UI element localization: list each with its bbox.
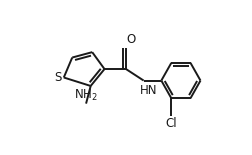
Text: NH$_2$: NH$_2$	[74, 88, 98, 103]
Text: O: O	[127, 33, 136, 46]
Text: HN: HN	[140, 84, 157, 97]
Text: S: S	[54, 71, 62, 84]
Text: Cl: Cl	[166, 117, 177, 130]
